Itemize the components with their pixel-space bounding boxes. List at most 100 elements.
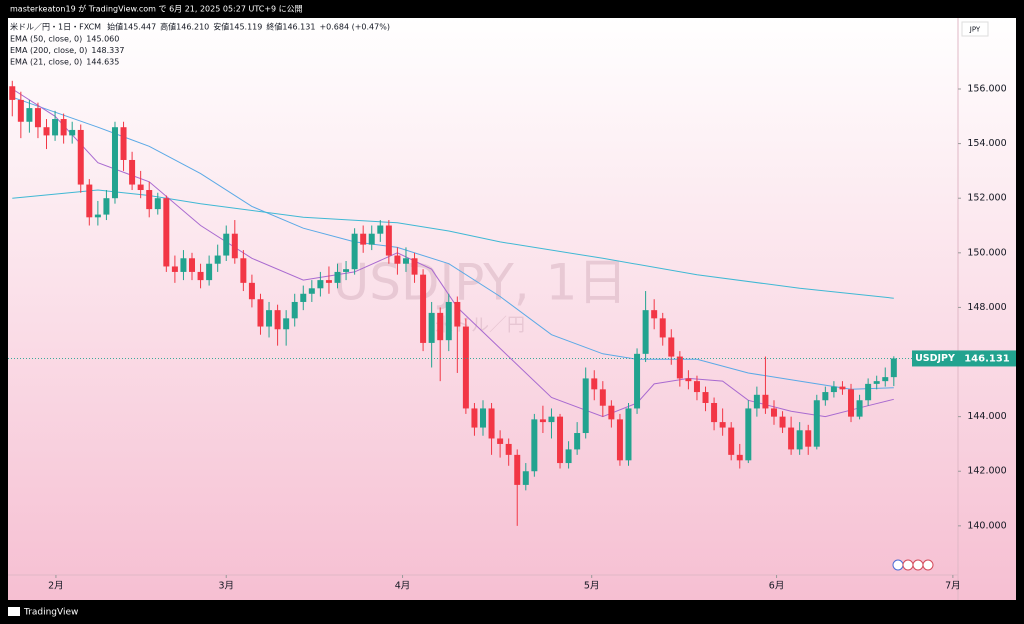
candle-body	[462, 326, 469, 409]
candle-body	[266, 310, 273, 327]
candle-body	[557, 416, 564, 464]
candle-body	[719, 422, 726, 428]
candle-body	[839, 386, 846, 390]
candle-body	[471, 408, 478, 428]
y-tick-label: 150.000	[967, 247, 1006, 258]
currency-box	[961, 21, 989, 37]
candle-body	[642, 310, 649, 354]
candle-body	[248, 282, 255, 300]
flags-icon	[892, 559, 934, 571]
candle-body	[505, 443, 512, 455]
change: +0.684 (+0.47%)	[319, 23, 390, 32]
candle-body	[445, 301, 452, 341]
x-tick-label: 2月	[48, 581, 64, 592]
candle-body	[360, 233, 367, 245]
candle-body	[582, 378, 589, 434]
candle-body	[334, 271, 341, 283]
candle-body	[668, 337, 675, 357]
candle-body	[599, 389, 606, 406]
candle-body	[865, 383, 872, 401]
candle-body	[163, 198, 170, 267]
candle-body	[488, 408, 495, 439]
candle-body	[394, 255, 401, 264]
candle-body	[762, 394, 769, 409]
x-tick-label: 6月	[769, 581, 785, 592]
x-tick-label: 3月	[218, 581, 234, 592]
y-tick-label: 156.000	[967, 83, 1006, 94]
candle-body	[651, 310, 658, 319]
chart-panel	[8, 18, 1016, 600]
ohlc-name: 始値	[107, 22, 123, 32]
x-tick-label: 5月	[584, 581, 600, 592]
x-tick-label: 4月	[395, 581, 411, 592]
candle-body	[257, 299, 264, 327]
price-tag-name-box	[912, 350, 958, 367]
candle-body	[283, 318, 290, 330]
candle-body	[377, 225, 384, 234]
candle-body	[848, 389, 855, 417]
ema-line	[12, 96, 894, 390]
candle-body	[60, 119, 67, 136]
candle-body	[402, 258, 409, 264]
price-tag-box	[958, 350, 1016, 367]
candle-body	[146, 190, 153, 210]
candle-body	[385, 225, 392, 256]
candle-body	[565, 449, 572, 464]
candle-body	[274, 310, 281, 330]
candle-body	[608, 405, 615, 420]
indicator-name: EMA (21, close, 0)	[10, 58, 82, 67]
candle-body	[154, 198, 161, 210]
candle-body	[214, 255, 221, 264]
candle-body	[676, 356, 683, 379]
candle-body	[822, 392, 829, 401]
candle-body	[796, 430, 803, 450]
candle-body	[514, 454, 521, 485]
candle-body	[497, 438, 504, 444]
candle-body	[728, 427, 735, 455]
candle-body	[308, 288, 315, 294]
candle-body	[685, 378, 692, 382]
candle-body	[531, 419, 538, 472]
header: masterkeaton19 が TradingView.com で 6月 21…	[10, 4, 303, 14]
indicator-value: 148.337	[91, 46, 124, 55]
candle-body	[411, 258, 418, 275]
candle-body	[753, 394, 760, 409]
candle-body	[52, 119, 59, 136]
candle-body	[890, 358, 897, 378]
candle-body	[770, 408, 777, 417]
x-tick-label: 7月	[945, 581, 961, 592]
candle-body	[137, 184, 144, 191]
candle-body	[437, 312, 444, 341]
candle-body	[120, 127, 127, 160]
y-tick-label: 148.000	[967, 302, 1006, 313]
candle-body	[805, 430, 812, 447]
price-tag-name: USDJPY	[915, 353, 955, 364]
candle-body	[856, 400, 863, 417]
candle-body	[26, 108, 33, 122]
candle-body	[736, 454, 743, 461]
candle-body	[43, 127, 50, 136]
candle-body	[300, 293, 307, 302]
candle-body	[480, 408, 486, 428]
candle-body	[94, 214, 101, 218]
candle-body	[428, 312, 435, 343]
ohlc-name: 高値	[160, 22, 176, 32]
candle-body	[873, 381, 880, 384]
candle-body	[830, 386, 837, 393]
footer-logo	[8, 607, 20, 616]
candle-body	[171, 266, 178, 272]
candle-body	[882, 377, 889, 382]
candle-body	[206, 263, 213, 281]
candle-body	[368, 233, 375, 245]
candle-body	[189, 258, 196, 272]
ohlc-value: 145.447	[123, 23, 156, 32]
candle-body	[325, 280, 332, 283]
candle-body	[522, 471, 529, 485]
price-tag-value: 146.131	[964, 353, 1010, 364]
candles	[9, 80, 897, 526]
candle-body	[548, 416, 555, 423]
candle-body	[591, 378, 598, 390]
ohlc-name: 終値	[266, 22, 282, 32]
candle-body	[240, 258, 247, 283]
